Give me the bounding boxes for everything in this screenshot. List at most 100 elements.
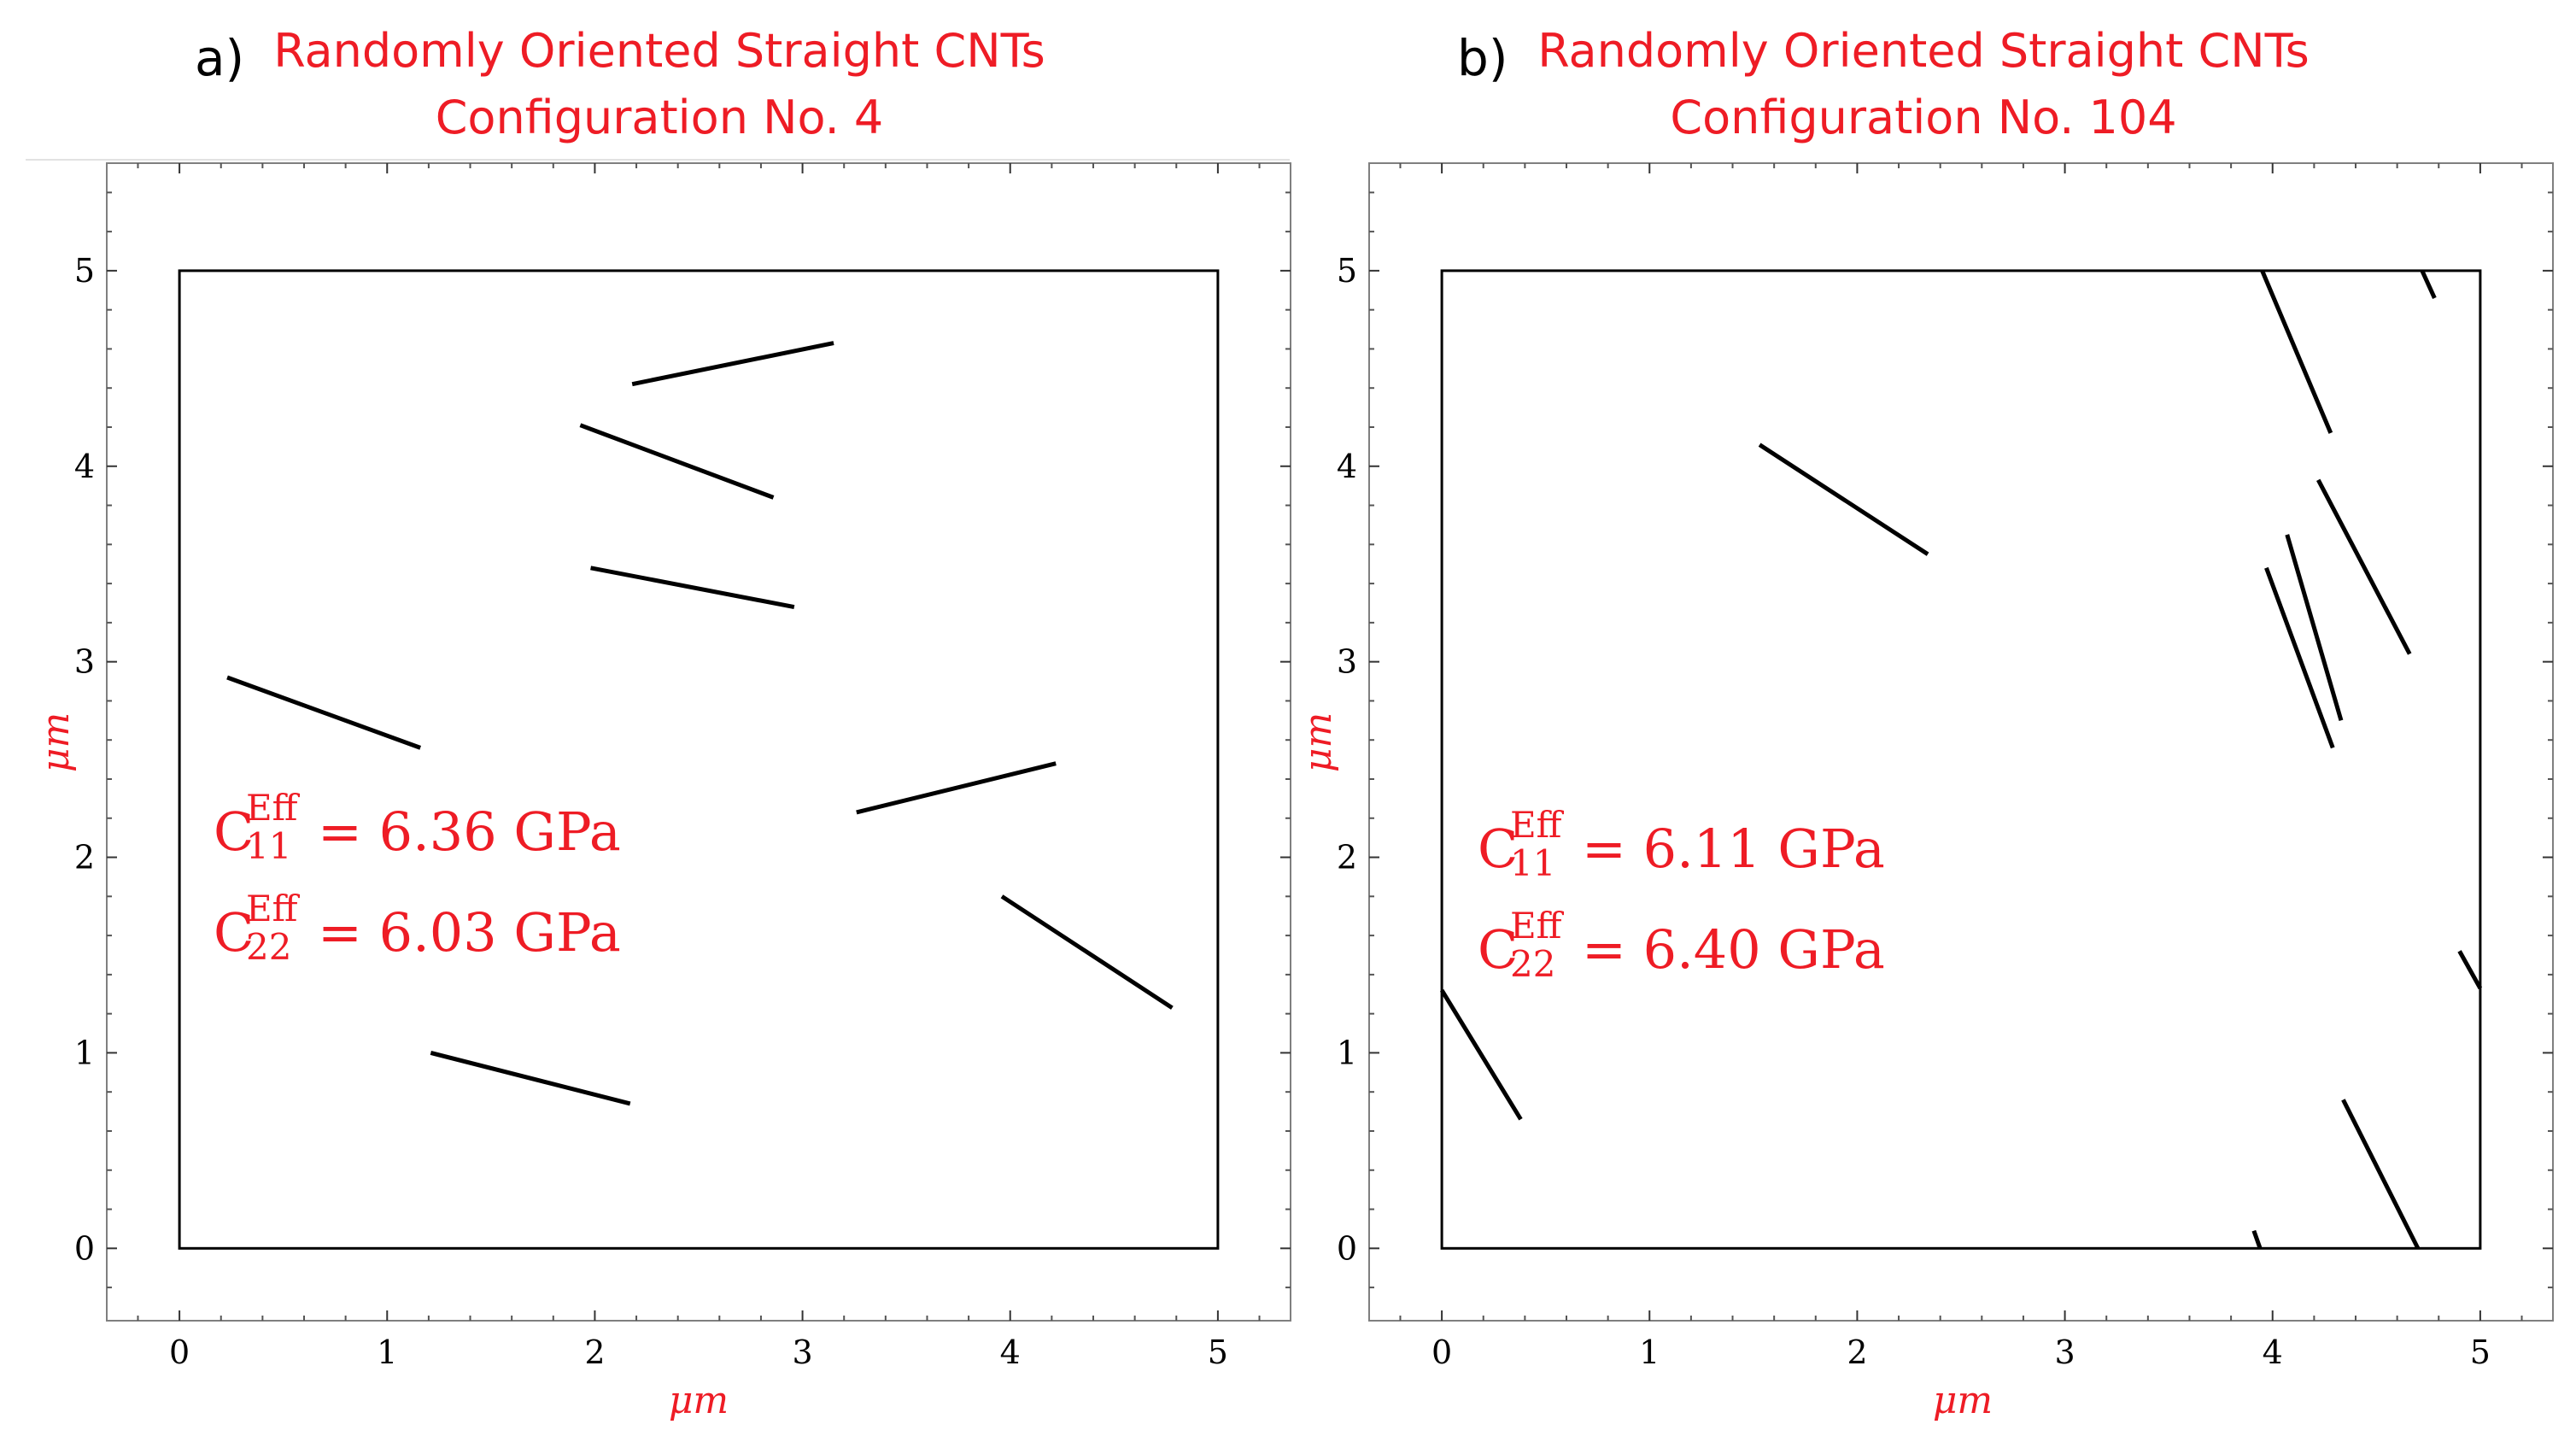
x-tick-label: 5 <box>2470 1334 2491 1371</box>
x-tick-label: 0 <box>169 1334 190 1371</box>
y-tick-label: 4 <box>74 448 95 485</box>
cnt-segment <box>2264 566 2335 749</box>
svg-text:C: C <box>1478 818 1518 880</box>
cnt-segments <box>226 341 1174 1106</box>
y-tick-label: 0 <box>74 1229 95 1267</box>
annotation-c11: C 11 Eff = 6.36 GPa <box>214 787 621 867</box>
y-axis-label: μm <box>34 712 78 772</box>
svg-text:Eff: Eff <box>1510 804 1565 846</box>
annotation-base: C <box>1478 818 1518 880</box>
svg-text:= 6.11 GPa: = 6.11 GPa <box>1582 818 1885 880</box>
cnt-segment <box>226 675 422 750</box>
chart-title: Randomly Oriented Straight CNTs <box>273 24 1045 78</box>
panel-label: b) <box>1457 29 1508 87</box>
svg-text:= 6.36 GPa: = 6.36 GPa <box>318 800 621 863</box>
svg-text:11: 11 <box>1510 842 1555 884</box>
cnt-segment <box>1000 894 1174 1010</box>
major-ticks <box>107 163 1291 1321</box>
panel-b: b) Randomly Oriented Straight CNTs Confi… <box>1297 24 2554 1422</box>
panel-a: a) Randomly Oriented Straight CNTs Confi… <box>34 24 1291 1422</box>
y-tick-label: 3 <box>1337 643 1357 681</box>
y-tick-label: 2 <box>74 839 95 876</box>
cnt-segment <box>2316 478 2412 655</box>
plot-frame <box>1368 162 2554 1322</box>
cnt-segment <box>2251 1229 2263 1250</box>
svg-text:22: 22 <box>246 926 291 968</box>
chart-title: Randomly Oriented Straight CNTs <box>1537 24 2310 78</box>
svg-text:Eff: Eff <box>1510 905 1565 947</box>
svg-text:Eff: Eff <box>246 888 301 929</box>
minor-ticks <box>1369 163 2553 1321</box>
x-tick-label: 1 <box>1639 1334 1660 1371</box>
y-axis-label: μm <box>1297 712 1340 772</box>
cnt-segments <box>1439 269 2483 1250</box>
cnt-segment <box>2420 269 2437 299</box>
y-tick-label: 1 <box>1337 1034 1357 1071</box>
annotation-c11: C 11 Eff = 6.11 GPa <box>1478 804 1885 884</box>
x-tick-label: 3 <box>2054 1334 2075 1371</box>
cnt-segment <box>631 341 834 387</box>
svg-text:22: 22 <box>1510 943 1555 985</box>
annotation-sub: 22 <box>246 926 291 968</box>
cnt-segment <box>2260 269 2333 434</box>
y-tick-label: 4 <box>1337 448 1357 485</box>
annotation-base: C <box>214 901 254 964</box>
annotation-value: = 6.40 GPa <box>1582 918 1885 981</box>
svg-text:C: C <box>1478 918 1518 981</box>
x-axis-label: μm <box>1933 1379 1993 1422</box>
major-ticks <box>1369 163 2553 1321</box>
y-tick-label: 0 <box>1337 1229 1357 1267</box>
annotation-base: C <box>1478 918 1518 981</box>
svg-text:C: C <box>214 800 254 863</box>
x-tick-label: 4 <box>1000 1334 1021 1371</box>
cnt-segment <box>2457 950 2483 990</box>
y-tick-label: 1 <box>74 1034 95 1071</box>
chart-subtitle: Configuration No. 104 <box>1670 91 2176 144</box>
svg-text:= 6.40 GPa: = 6.40 GPa <box>1582 918 1885 981</box>
domain-box <box>178 269 1220 1250</box>
annotation-sub: 11 <box>1510 842 1555 884</box>
x-axis-label: μm <box>669 1379 729 1422</box>
annotation-sup: Eff <box>1510 905 1565 947</box>
x-tick-label: 2 <box>584 1334 605 1371</box>
cnt-segment <box>2341 1099 2421 1250</box>
minor-ticks <box>107 163 1291 1321</box>
cnt-segment <box>430 1051 631 1106</box>
svg-text:= 6.03 GPa: = 6.03 GPa <box>318 901 621 964</box>
annotation-sup: Eff <box>246 787 301 829</box>
cnt-segment <box>579 423 775 500</box>
svg-text:11: 11 <box>246 825 291 867</box>
y-tick-label: 5 <box>1337 252 1357 290</box>
annotation-sub: 22 <box>1510 943 1555 985</box>
annotation-value: = 6.36 GPa <box>318 800 621 863</box>
annotation-sup: Eff <box>246 888 301 929</box>
annotation-base: C <box>214 800 254 863</box>
domain-box <box>1440 269 2482 1250</box>
cnt-segment <box>1758 443 1929 556</box>
cnt-segment <box>1439 988 1523 1121</box>
x-tick-label: 0 <box>1431 1334 1452 1371</box>
cnt-segment <box>2285 534 2344 722</box>
y-tick-label: 2 <box>1337 839 1357 876</box>
plot-frame <box>106 162 1291 1322</box>
annotation-value: = 6.03 GPa <box>318 901 621 964</box>
annotation-c22: C 22 Eff = 6.03 GPa <box>214 888 621 968</box>
x-tick-label: 3 <box>792 1334 812 1371</box>
x-tick-label: 1 <box>377 1334 397 1371</box>
panel-label: a) <box>195 29 244 87</box>
x-tick-label: 4 <box>2263 1334 2283 1371</box>
annotation-sup: Eff <box>1510 804 1565 846</box>
chart-subtitle: Configuration No. 4 <box>436 91 884 144</box>
cnt-segment <box>856 761 1057 815</box>
annotation-sub: 11 <box>246 825 291 867</box>
cnt-segment <box>590 566 795 610</box>
svg-text:Eff: Eff <box>246 787 301 829</box>
svg-text:C: C <box>214 901 254 964</box>
x-tick-label: 5 <box>1208 1334 1228 1371</box>
x-tick-label: 2 <box>1847 1334 1867 1371</box>
annotation-value: = 6.11 GPa <box>1582 818 1885 880</box>
annotation-c22: C 22 Eff = 6.40 GPa <box>1478 905 1885 985</box>
